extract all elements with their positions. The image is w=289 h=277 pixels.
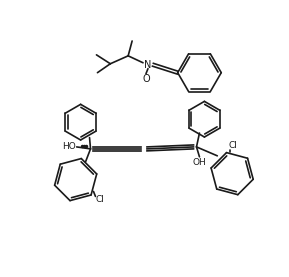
Text: HO: HO: [62, 142, 76, 152]
Text: Cl: Cl: [95, 195, 104, 204]
Text: OH: OH: [192, 158, 206, 167]
Text: O: O: [142, 74, 150, 84]
Text: Cl: Cl: [228, 142, 237, 150]
Text: N: N: [144, 60, 152, 70]
